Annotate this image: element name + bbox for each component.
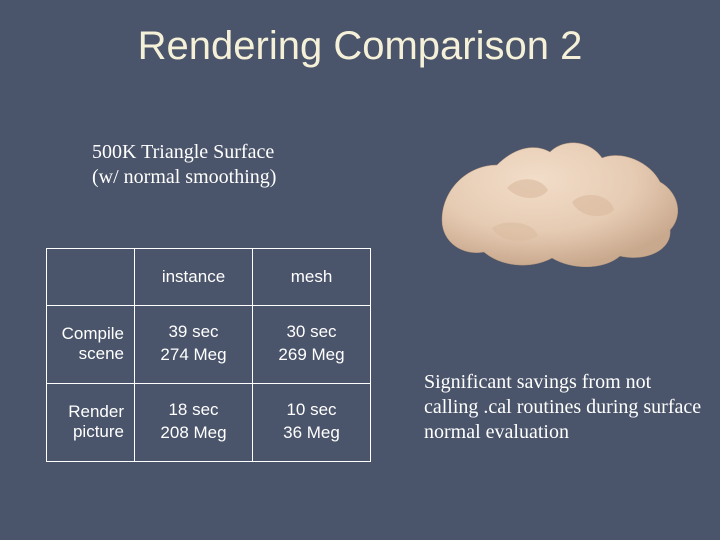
table-row: Render picture 18 sec 208 Meg 10 sec 36 …: [47, 383, 371, 461]
cell-value-line: 208 Meg: [160, 423, 226, 442]
slide-title: Rendering Comparison 2: [0, 0, 720, 69]
row-header-render: Render picture: [47, 383, 135, 461]
row-header-compile: Compile scene: [47, 306, 135, 384]
table-cell: 30 sec 269 Meg: [253, 306, 371, 384]
cell-value-line: 10 sec: [286, 400, 336, 419]
cell-value-line: 274 Meg: [160, 345, 226, 364]
table-cell: 18 sec 208 Meg: [135, 383, 253, 461]
cell-value-line: 36 Meg: [283, 423, 340, 442]
row-label-line: scene: [79, 344, 124, 363]
column-header-mesh: mesh: [253, 249, 371, 306]
table-row: Compile scene 39 sec 274 Meg 30 sec 269 …: [47, 306, 371, 384]
row-label-line: Render: [68, 402, 124, 421]
subtitle: 500K Triangle Surface (w/ normal smoothi…: [92, 140, 276, 190]
row-label-line: picture: [73, 422, 124, 441]
table-cell: 39 sec 274 Meg: [135, 306, 253, 384]
subtitle-line2: (w/ normal smoothing): [92, 166, 276, 188]
table-header-row: instance mesh: [47, 249, 371, 306]
table-corner-cell: [47, 249, 135, 306]
note-text: Significant savings from not calling .ca…: [424, 370, 704, 445]
subtitle-line1: 500K Triangle Surface: [92, 141, 274, 163]
cell-value-line: 39 sec: [168, 322, 218, 341]
column-header-instance: instance: [135, 249, 253, 306]
cell-value-line: 18 sec: [168, 400, 218, 419]
row-label-line: Compile: [62, 324, 124, 343]
table-cell: 10 sec 36 Meg: [253, 383, 371, 461]
cell-value-line: 30 sec: [286, 322, 336, 341]
surface-illustration: [422, 110, 692, 280]
cell-value-line: 269 Meg: [278, 345, 344, 364]
comparison-table: instance mesh Compile scene 39 sec 274 M…: [46, 248, 371, 462]
